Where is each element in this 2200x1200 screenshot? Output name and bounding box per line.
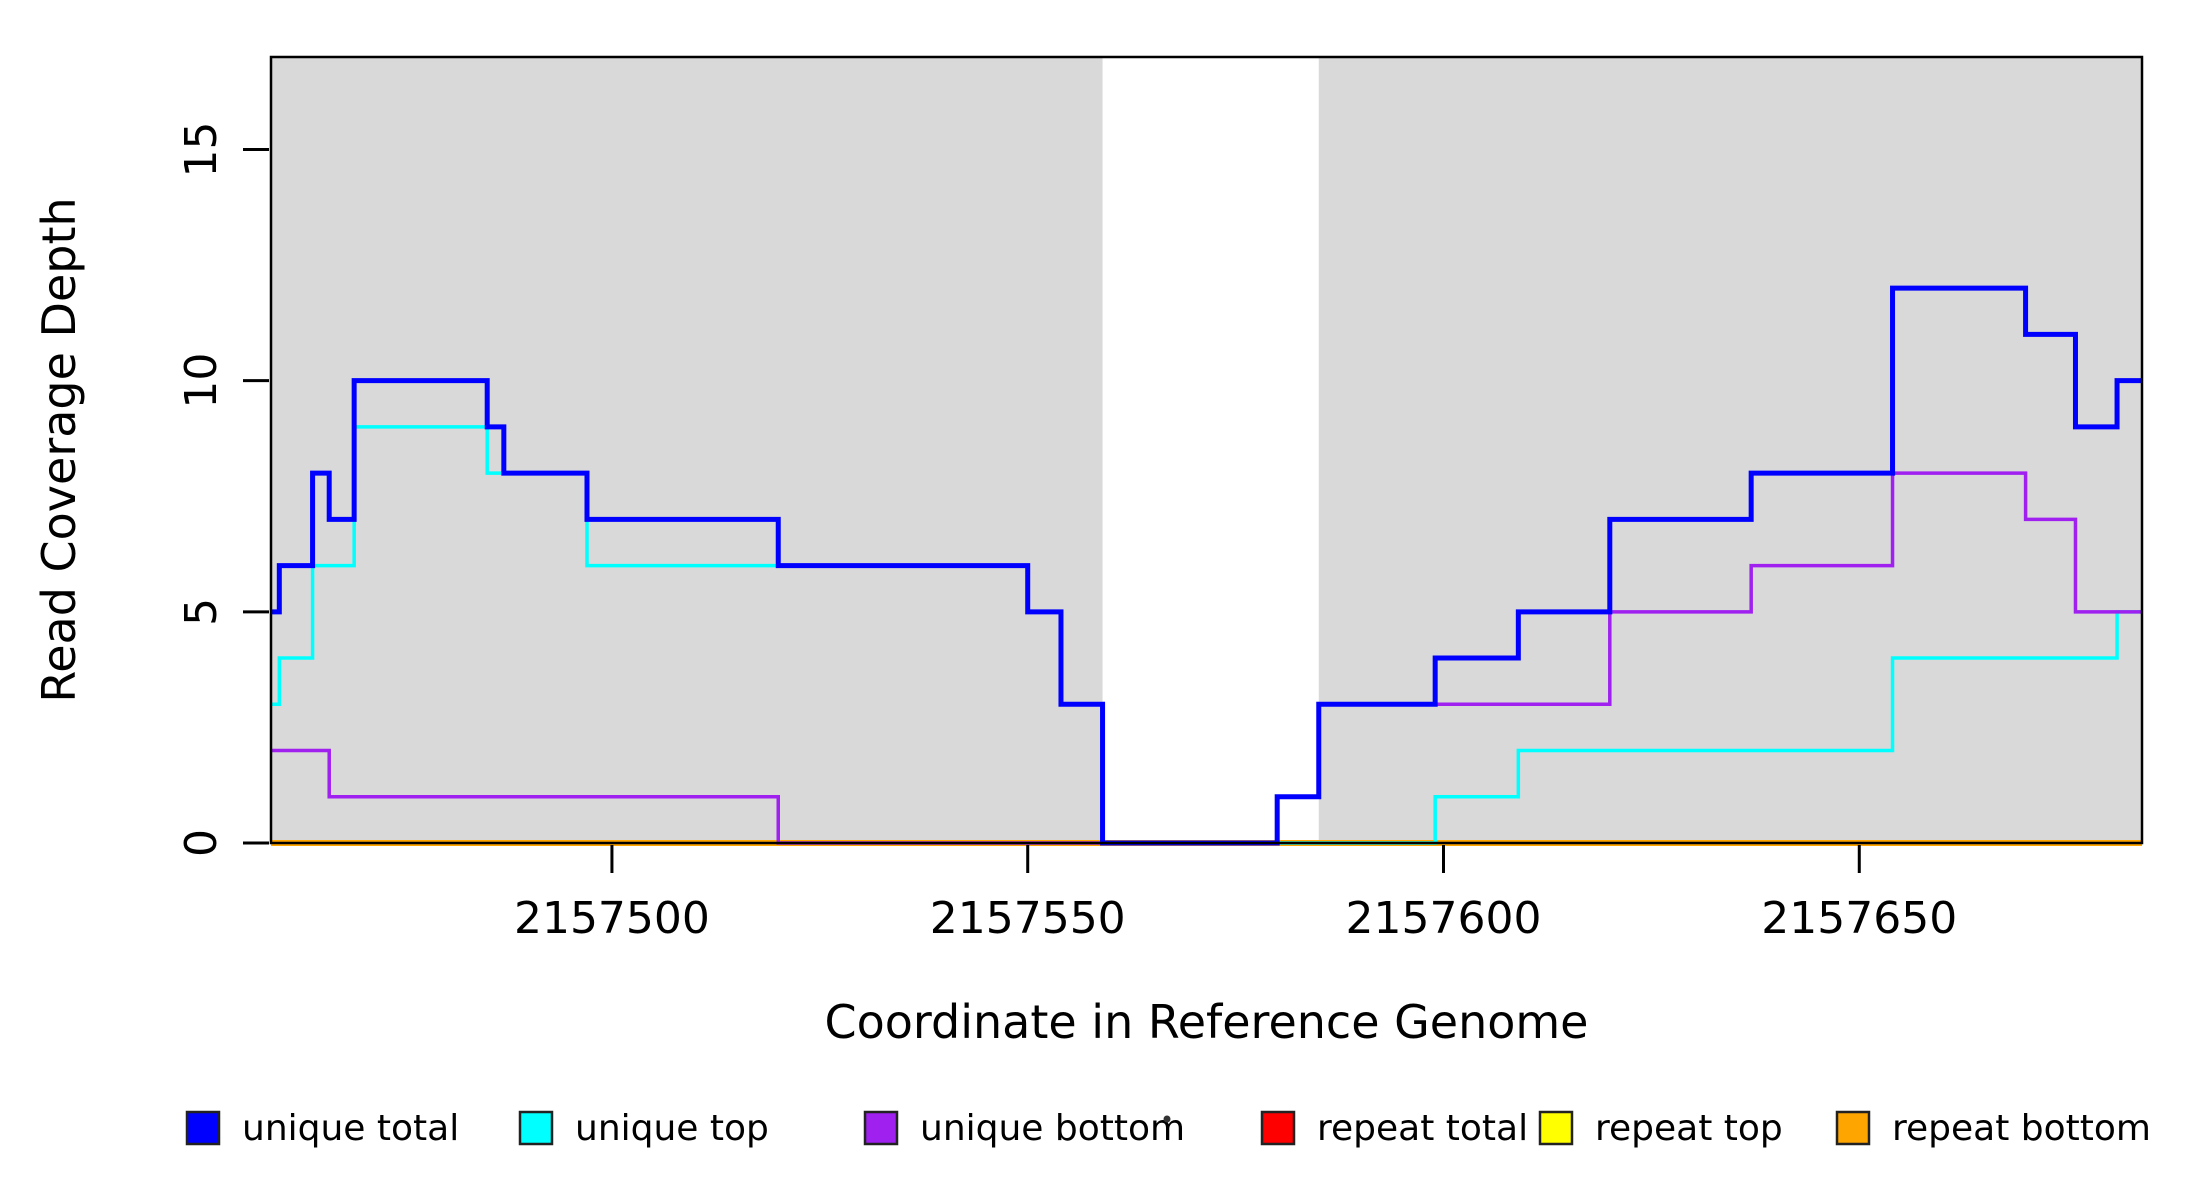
y-tick-label: 5 bbox=[176, 598, 227, 626]
y-tick-label: 0 bbox=[176, 829, 227, 857]
legend-label: repeat top bbox=[1595, 1108, 1783, 1149]
shaded-region bbox=[271, 57, 1103, 843]
legend-item-repeat-bottom: repeat bottom bbox=[1835, 1108, 2151, 1149]
legend-swatch bbox=[185, 1110, 221, 1146]
legend-swatch bbox=[1835, 1110, 1871, 1146]
legend-swatch bbox=[518, 1110, 554, 1146]
series-line-unique-bottom bbox=[271, 471, 2142, 845]
legend-item-repeat-total: repeat total bbox=[1260, 1108, 1528, 1149]
x-tick-label: 2157500 bbox=[514, 893, 710, 944]
legend-label: unique total bbox=[242, 1108, 459, 1149]
legend-swatch bbox=[863, 1110, 899, 1146]
legend-swatch bbox=[1538, 1110, 1574, 1146]
x-tick-label: 2157550 bbox=[930, 893, 1126, 944]
legend-item-unique-bottom: unique bottom bbox=[863, 1108, 1185, 1149]
stray-dot bbox=[1163, 1115, 1171, 1123]
legend-label: unique bottom bbox=[920, 1108, 1185, 1149]
legend-label: unique top bbox=[575, 1108, 769, 1149]
shaded-alignment-regions bbox=[271, 57, 2142, 843]
legend: unique total unique top unique bottom repea… bbox=[185, 1108, 2151, 1149]
legend-swatch bbox=[1260, 1110, 1296, 1146]
legend-item-repeat-top: repeat top bbox=[1538, 1108, 1783, 1149]
series-line-unique-total bbox=[271, 285, 2142, 846]
y-tick-label: 10 bbox=[176, 353, 227, 409]
legend-item-unique-total: unique total bbox=[185, 1108, 459, 1149]
x-tick-label: 2157650 bbox=[1761, 893, 1957, 944]
legend-label: repeat bottom bbox=[1892, 1108, 2151, 1149]
x-axis-title: Coordinate in Reference Genome bbox=[825, 995, 1589, 1049]
legend-item-unique-top: unique top bbox=[518, 1108, 769, 1149]
x-tick-label: 2157600 bbox=[1346, 893, 1542, 944]
y-tick-label: 15 bbox=[176, 121, 227, 177]
shaded-region bbox=[1318, 57, 2142, 843]
y-axis-title: Read Coverage Depth bbox=[32, 197, 86, 702]
axis-ticks-and-labels: 2157500 2157550 2157600 2157650 0 5 10 15 bbox=[176, 121, 1957, 944]
plot-border bbox=[269, 55, 2144, 845]
legend-label: repeat total bbox=[1317, 1108, 1528, 1149]
